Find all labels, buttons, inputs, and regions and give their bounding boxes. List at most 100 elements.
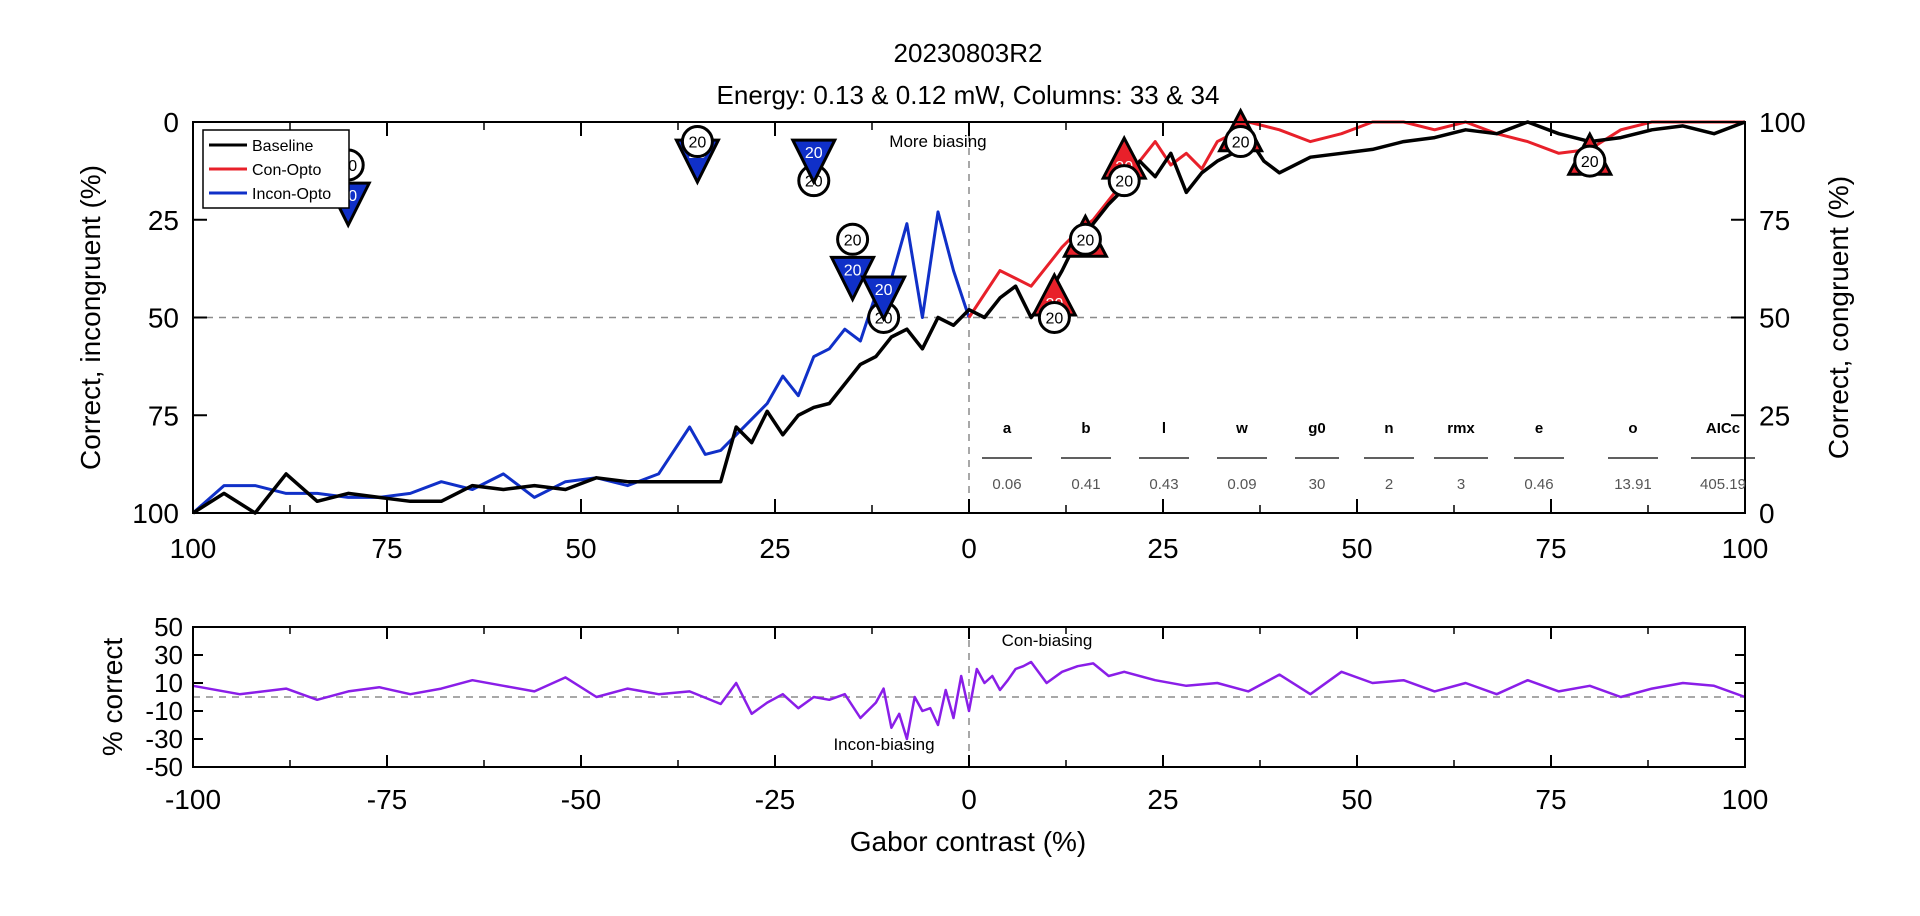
y-tick-label-left: 0 (163, 107, 179, 138)
fit-table-header: n (1384, 420, 1393, 437)
fit-table: a 0.06 b 0.41 l 0.43 w 0.09 g0 30 n 2 rmx 3 e 0.46 o 13.9… (982, 420, 1755, 493)
difference-line (192, 660, 1746, 741)
fit-table-header: b (1081, 420, 1090, 437)
y-axis-label: % correct (97, 638, 128, 756)
x-tick-label: 25 (1147, 784, 1178, 815)
y-tick-label-left: 100 (132, 498, 179, 529)
marker-label: 20 (1115, 174, 1133, 191)
marker-circle-shape (1573, 144, 1607, 178)
fit-table-header: g0 (1308, 420, 1326, 437)
marker-label: 20 (844, 232, 862, 249)
fit-table-value: 2 (1385, 476, 1393, 493)
marker-circle-7: 20 (836, 222, 870, 256)
marker-triangle-down-5: 20 (790, 138, 838, 186)
annotation-con-biasing: Con-biasing (1002, 631, 1093, 650)
x-tick-label: 0 (961, 784, 977, 815)
fit-table-header: rmx (1447, 420, 1475, 437)
legend: Baseline Con-Opto Incon-Opto (202, 129, 350, 209)
x-tick-label: 100 (1722, 784, 1769, 815)
marker-circle-shape (1107, 164, 1141, 198)
annotation-incon-biasing: Incon-biasing (833, 735, 934, 754)
legend-entry-incon-opto: Incon-Opto (252, 186, 331, 203)
marker-label: 20 (1232, 135, 1250, 152)
marker-circle-shape (1224, 125, 1258, 159)
fit-table-header: e (1535, 420, 1543, 437)
marker-circle-15: 20 (1107, 164, 1141, 198)
fit-table-header: l (1162, 420, 1166, 437)
x-tick-label: 75 (371, 533, 402, 564)
fit-table-value: 0.46 (1524, 476, 1553, 493)
legend-entry-baseline: Baseline (252, 138, 313, 155)
y-axis-label-left: Correct, incongruent (%) (75, 165, 106, 470)
chart-title-line2: Energy: 0.13 & 0.12 mW, Columns: 33 & 34 (717, 80, 1220, 110)
y-tick-label: 50 (154, 612, 183, 642)
legend-entry-con-opto: Con-Opto (252, 162, 321, 179)
fit-table-value: 0.06 (992, 476, 1021, 493)
y-tick-label: -30 (145, 724, 183, 754)
marker-circle-13: 20 (1068, 222, 1102, 256)
marker-label: 20 (1045, 311, 1063, 328)
series-line-baseline (192, 120, 1746, 515)
marker-label: 20 (844, 262, 862, 279)
marker-triangle-down-9: 20 (860, 275, 908, 323)
marker-circle-11: 20 (1037, 301, 1071, 334)
y-axis-label-right: Correct, congruent (%) (1823, 176, 1854, 459)
fit-table-value: 30 (1309, 476, 1326, 493)
fit-table-header: o (1628, 420, 1637, 437)
marker-circle-shape (680, 125, 714, 159)
fit-table-header: a (1003, 420, 1012, 437)
y-tick-label-right: 0 (1759, 498, 1775, 529)
marker-circle-shape (1037, 301, 1071, 334)
y-tick-label-left: 50 (148, 303, 179, 334)
marker-label: 20 (805, 145, 823, 162)
psychometric-panel: 2020202020202020202020202020202020202020… (75, 107, 1854, 564)
y-tick-label-left: 25 (148, 205, 179, 236)
x-tick-label: 50 (1341, 533, 1372, 564)
x-tick-label: -75 (367, 784, 407, 815)
marker-circle-17: 20 (1224, 125, 1258, 159)
x-tick-label: 100 (1722, 533, 1769, 564)
x-tick-label: -100 (165, 784, 221, 815)
x-tick-label: 75 (1535, 784, 1566, 815)
fit-table-value: 405.19 (1700, 476, 1746, 493)
fit-table-header: AICc (1706, 420, 1740, 437)
x-tick-label: 75 (1535, 533, 1566, 564)
y-tick-label: -10 (145, 696, 183, 726)
x-tick-label: 100 (170, 533, 217, 564)
y-tick-label: 30 (154, 640, 183, 670)
marker-triangle-shape (860, 275, 908, 323)
x-axis-label: Gabor contrast (%) (850, 826, 1087, 857)
marker-label: 20 (689, 135, 707, 152)
difference-panel: -100 -75 -50 -25 0 25 50 75 100503010-10-30-50% … (97, 612, 1768, 857)
x-tick-label: -50 (561, 784, 601, 815)
y-tick-label-right: 100 (1759, 107, 1806, 138)
y-tick-label: -50 (145, 752, 183, 782)
fit-table-value: 3 (1457, 476, 1465, 493)
fit-table-value: 0.09 (1227, 476, 1256, 493)
marker-circle-3: 20 (680, 125, 714, 159)
fit-table-value: 0.43 (1149, 476, 1178, 493)
marker-circle-shape (836, 222, 870, 256)
x-tick-label: 25 (1147, 533, 1178, 564)
x-tick-label: 0 (961, 533, 977, 564)
x-tick-label: 50 (565, 533, 596, 564)
chart-title-line1: 20230803R2 (894, 38, 1043, 68)
x-tick-label: -25 (755, 784, 795, 815)
y-tick-label-right: 75 (1759, 205, 1790, 236)
y-tick-label-right: 50 (1759, 303, 1790, 334)
marker-label: 20 (875, 282, 893, 299)
marker-circle-19: 20 (1573, 144, 1607, 178)
marker-triangle-shape (790, 138, 838, 186)
marker-circle-shape (1068, 222, 1102, 256)
fit-table-header: w (1235, 420, 1248, 437)
fit-table-value: 0.41 (1071, 476, 1100, 493)
x-tick-label: 25 (759, 533, 790, 564)
marker-label: 20 (1077, 232, 1095, 249)
fit-table-value: 13.91 (1614, 476, 1652, 493)
y-tick-label: 10 (154, 668, 183, 698)
y-tick-label-right: 25 (1759, 400, 1790, 431)
y-tick-label-left: 75 (148, 400, 179, 431)
marker-label: 20 (1581, 154, 1599, 171)
annotation-more-biasing: More biasing (889, 132, 986, 151)
